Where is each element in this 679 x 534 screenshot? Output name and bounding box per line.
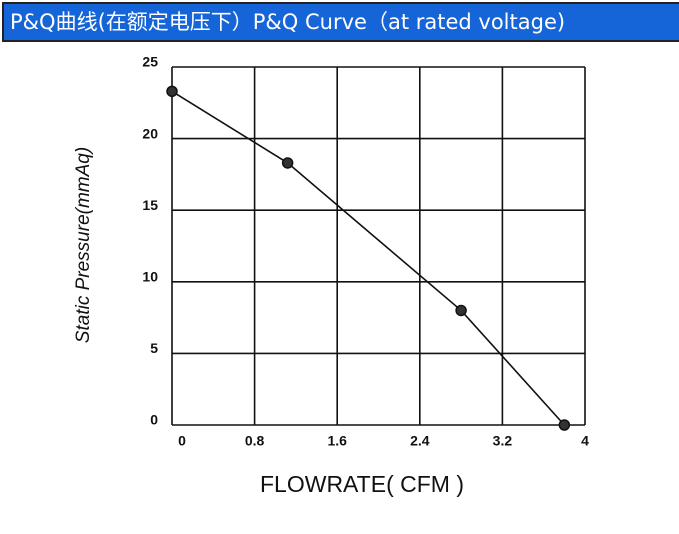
x-tick-label: 4 — [581, 433, 589, 449]
x-tick-label: 3.2 — [493, 433, 513, 449]
data-point — [455, 304, 467, 317]
x-tick-label: 2.4 — [410, 433, 430, 449]
header-title: P&Q曲线(在额定电压下）P&Q Curve（at rated voltage) — [2, 2, 679, 42]
y-axis-label: Static Pressure(mmAq) — [73, 147, 94, 343]
data-point — [166, 85, 178, 98]
y-tick-label: 15 — [142, 197, 158, 213]
x-tick-label: 0.8 — [245, 433, 265, 449]
y-tick-label: 5 — [150, 340, 158, 356]
data-point — [558, 419, 571, 431]
y-tick-label: 25 — [142, 54, 158, 70]
y-tick-label: 20 — [142, 125, 158, 141]
y-tick-label: 0 — [150, 412, 158, 428]
x-tick-label: 1.6 — [327, 433, 347, 449]
x-axis-label: FLOWRATE( CFM ) — [260, 471, 464, 497]
curve — [171, 90, 565, 426]
y-tick-label: 10 — [142, 269, 158, 285]
x-tick-label: 0 — [178, 433, 186, 449]
data-point — [281, 157, 294, 169]
